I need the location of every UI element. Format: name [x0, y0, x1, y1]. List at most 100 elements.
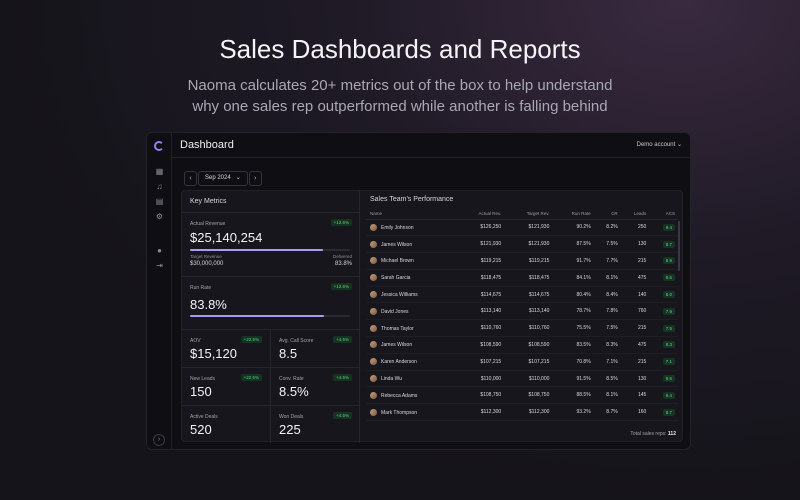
new-leads-badge: +22.5%: [240, 374, 262, 381]
aov-card: AOV +22.5% $15,120: [182, 329, 271, 367]
actual-revenue-label: Actual Revenue: [190, 221, 226, 227]
table-row[interactable]: Rebecca Adams $108,750 $108,750 88.5% 8.1% 14…: [366, 386, 678, 405]
table-cell: $110,760: [456, 319, 505, 338]
rep-name: Karen Anderson: [381, 359, 417, 366]
rep-name: Thomas Taylor: [381, 325, 414, 332]
table-row[interactable]: Linda Wu $110,000 $110,000 91.5% 8.5% 130 8.5: [366, 370, 678, 388]
logout-icon[interactable]: ⇥: [156, 261, 163, 270]
top-bar: Dashboard Demo account ⌄: [172, 133, 690, 158]
column-header[interactable]: Target Rev.: [504, 209, 553, 220]
rep-name-cell: Mark Thompson: [366, 403, 456, 422]
hero-title: Sales Dashboards and Reports: [219, 34, 581, 64]
rep-name: David Jones: [381, 308, 409, 315]
table-cell: 160: [620, 403, 650, 422]
table-cell: 83.5%: [552, 336, 594, 354]
delivered-label: Delivered: [332, 254, 352, 259]
settings-icon[interactable]: ⚙: [155, 212, 164, 221]
acs-badge: 7.9: [662, 307, 675, 315]
acs-badge: 7.1: [662, 358, 675, 366]
new-leads-value: 150: [190, 384, 212, 399]
table-row[interactable]: Mark Thompson $112,300 $112,300 93.2% 8.7% 16…: [366, 403, 678, 422]
table-cell: 88.5%: [552, 386, 594, 405]
table-cell: 78.7%: [552, 302, 594, 321]
table-row[interactable]: Emily Johnson $126,250 $121,930 90.2% 8.2% 25…: [366, 219, 678, 237]
acs-cell: 8.0: [649, 286, 678, 304]
table-cell: $119,215: [504, 252, 553, 270]
table-cell: 475: [620, 269, 650, 287]
table-cell: $121,930: [504, 235, 553, 254]
expand-sidebar-button[interactable]: ›: [153, 434, 165, 446]
table-cell: $108,750: [504, 386, 553, 405]
table-cell: $113,140: [456, 302, 505, 321]
table-cell: $112,300: [456, 403, 505, 422]
table-row[interactable]: James Wilson $108,590 $108,590 83.5% 8.3% 475…: [366, 336, 678, 354]
table-row[interactable]: Sarah Garcia $118,475 $118,475 84.1% 8.1% 475…: [366, 269, 678, 287]
acs-cell: 8.5: [649, 269, 678, 287]
table-scrollbar[interactable]: [678, 221, 680, 271]
conv-rate-label: Conv. Rate: [279, 376, 304, 382]
table-cell: 215: [620, 353, 650, 371]
table-cell: $110,000: [504, 370, 553, 388]
column-header[interactable]: Name: [366, 209, 456, 220]
column-header[interactable]: Leads: [620, 209, 650, 220]
table-row[interactable]: Karen Anderson $107,215 $107,215 70.8% 7.1% 2…: [366, 353, 678, 371]
actual-revenue-progress-fill: [190, 249, 323, 251]
next-month-button[interactable]: ›: [248, 171, 262, 186]
chevron-down-icon: ⌄: [676, 142, 682, 148]
table-row[interactable]: David Jones $113,140 $113,140 78.7% 7.8% 760 7…: [366, 302, 678, 321]
avatar: [370, 324, 377, 332]
grid-icon[interactable]: ▦: [155, 167, 164, 176]
table-cell: 70.8%: [552, 353, 594, 371]
acs-cell: 8.3: [649, 336, 678, 354]
table-cell: 8.7%: [593, 403, 621, 422]
rep-name-cell: David Jones: [366, 302, 456, 321]
table-row[interactable]: Jessica Williams $114,675 $114,675 80.4% 8.4…: [366, 286, 678, 304]
avg-call-score-card: Avg. Call Score +4.5% 8.5: [271, 329, 360, 367]
avatar: [370, 408, 377, 416]
avatar: [370, 240, 377, 248]
prev-month-button[interactable]: ‹: [184, 171, 197, 186]
table-cell: 130: [620, 235, 650, 254]
table-cell: $112,300: [504, 403, 553, 422]
column-header[interactable]: Run Rate: [552, 209, 594, 220]
active-deals-label: Active Deals: [190, 414, 218, 420]
document-icon[interactable]: ▤: [155, 197, 164, 206]
column-header[interactable]: Actual Rev.: [456, 209, 505, 220]
table-cell: 7.5%: [593, 235, 621, 254]
table-cell: 8.5%: [593, 370, 621, 388]
table-cell: 8.2%: [593, 219, 621, 237]
account-menu[interactable]: Demo account ⌄: [637, 141, 682, 148]
table-cell: 7.7%: [593, 252, 621, 270]
run-rate-progress: [190, 315, 350, 317]
rep-name-cell: Thomas Taylor: [366, 319, 456, 338]
table-row[interactable]: Thomas Taylor $110,760 $110,760 75.5% 7.5% 21…: [366, 319, 678, 338]
table-cell: 7.5%: [593, 319, 621, 338]
table-cell: 91.7%: [552, 252, 594, 270]
account-name: Demo account: [636, 142, 676, 148]
month-select[interactable]: Sep 2024 ⌄: [198, 171, 248, 186]
won-deals-value: 225: [279, 422, 301, 437]
column-header[interactable]: CR: [593, 209, 621, 220]
headphones-icon[interactable]: ♫: [156, 182, 163, 191]
rep-name: James Wilson: [381, 342, 413, 349]
key-metrics: Key Metrics Actual Revenue +12.5% $25,14…: [182, 191, 360, 443]
run-rate-label: Run Rate: [190, 285, 212, 291]
rep-name-cell: Karen Anderson: [366, 353, 456, 371]
table-row[interactable]: Michael Brown $119,215 $119,215 91.7% 7.7% 21…: [366, 252, 678, 270]
user-icon[interactable]: ●: [157, 246, 162, 255]
acs-cell: 8.5: [649, 370, 678, 388]
rep-name: Emily Johnson: [381, 224, 414, 231]
table-cell: 75.5%: [552, 319, 594, 338]
rep-name-cell: Linda Wu: [366, 370, 456, 388]
acs-cell: 7.1: [649, 353, 678, 371]
avatar: [370, 341, 377, 349]
table-cell: $118,475: [504, 269, 553, 287]
conv-rate-card: Conv. Rate +4.5% 8.5%: [271, 367, 360, 405]
column-header[interactable]: ACS: [649, 209, 678, 220]
avatar: [370, 274, 377, 282]
acs-badge: 8.9: [662, 257, 675, 265]
rep-name-cell: Jessica Williams: [366, 286, 456, 304]
hero-subtitle-line-2: why one sales rep outperformed while ano…: [192, 98, 608, 115]
avatar: [370, 391, 377, 399]
table-row[interactable]: James Wilson $121,930 $121,930 87.5% 7.5% 130…: [366, 235, 678, 254]
